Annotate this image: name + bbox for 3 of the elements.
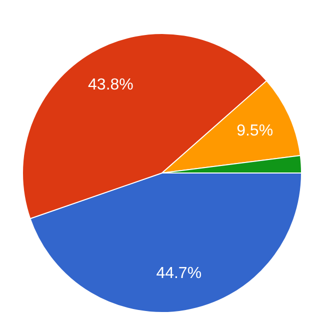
data-label: 44.7% — [156, 264, 202, 282]
data-label: 43.8% — [88, 76, 134, 94]
data-label: 9.5% — [236, 122, 274, 140]
